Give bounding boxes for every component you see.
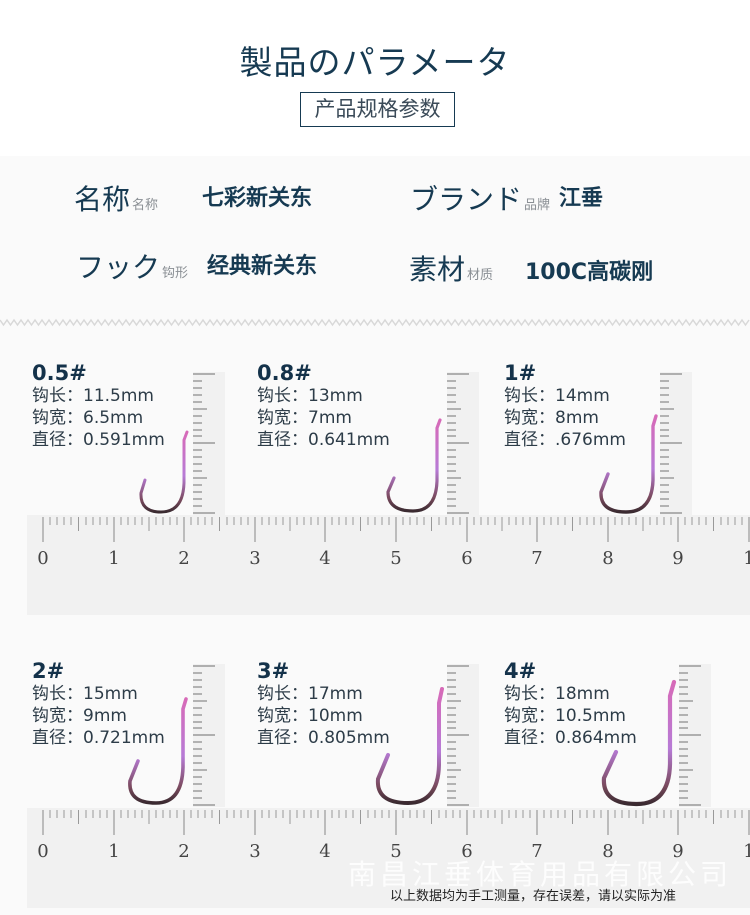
spec-value: 江垂	[559, 186, 604, 211]
hook-length: 钩长：15mm	[32, 684, 138, 704]
hook-size: 4#	[504, 659, 537, 683]
ruler-label: 8	[602, 841, 614, 862]
spec-hook: フック 钩形	[76, 246, 188, 286]
ruler-label: 4	[319, 841, 331, 862]
spec-label: フック	[76, 251, 161, 284]
hook-2-icon	[128, 697, 188, 805]
hook-width: 钩宽：10.5mm	[504, 706, 626, 726]
spec-sub-label: 品牌	[524, 198, 551, 213]
spec-brand: ブランド 品牌	[410, 178, 550, 218]
ruler-label: 0	[37, 841, 49, 862]
spec-label: ブランド	[410, 183, 523, 216]
ruler-label: 2	[178, 841, 190, 862]
hook-length: 钩长：13mm	[257, 386, 363, 406]
hook-diameter: 直径：0.721mm	[32, 728, 165, 748]
hook-length: 钩长：17mm	[257, 684, 363, 704]
spec-material: 素材 材质	[409, 248, 493, 288]
hook-1-icon	[599, 414, 658, 514]
hook-size: 3#	[257, 659, 290, 683]
vertical-ruler	[193, 664, 225, 807]
ruler-label: 3	[249, 841, 261, 862]
spec-value: 经典新关东	[207, 254, 318, 279]
vertical-ruler	[679, 664, 711, 807]
hook-size: 0.8#	[257, 361, 312, 385]
vertical-ruler	[660, 372, 692, 515]
hook-size: 0.5#	[32, 361, 87, 385]
ruler-label: 1	[743, 841, 750, 862]
hook-card-1: 1# 钩长：14mm 钩宽：8mm 直径：.676mm	[504, 361, 626, 451]
hook-diameter: 直径：0.641mm	[257, 430, 390, 450]
subtitle-badge: 产品规格参数	[300, 92, 455, 127]
hook-length: 钩长：14mm	[504, 386, 610, 406]
ruler-ticks	[42, 517, 750, 542]
hook-size: 1#	[504, 361, 537, 385]
spec-brand-value-wrap: 江垂	[559, 180, 603, 212]
ruler-label: 7	[531, 548, 543, 569]
ruler-label: 1	[108, 548, 120, 569]
ruler-label: 6	[461, 841, 473, 862]
ruler-label: 3	[249, 548, 261, 569]
ruler-label: 5	[390, 548, 402, 569]
spec-name: 名称 名称	[74, 178, 158, 218]
vertical-ruler	[447, 664, 479, 807]
spec-label: 素材	[409, 253, 466, 286]
spec-sub-label: 名称	[132, 198, 159, 213]
spec-name-value-wrap: 七彩新关东	[202, 180, 312, 212]
company-watermark: 南昌江垂体育用品有限公司	[348, 858, 733, 891]
ruler-label: 1	[743, 548, 750, 569]
hook-0-8-icon	[386, 418, 442, 513]
hook-diameter: 直径：0.591mm	[32, 430, 165, 450]
spec-section: 名称 名称 七彩新关东 ブランド 品牌 江垂 フック 钩形 经典新关东 素材 材…	[0, 156, 750, 320]
measurement-disclaimer: 以上数据均为手工测量，存在误差，请以实际为准	[390, 889, 677, 904]
hook-card-0-5: 0.5# 钩长：11.5mm 钩宽：6.5mm 直径：0.591mm	[32, 361, 165, 451]
ruler-ticks	[42, 810, 750, 835]
page-title: 製品のパラメータ	[239, 43, 511, 82]
header: 製品のパラメータ 产品规格参数	[0, 0, 750, 156]
hook-width: 钩宽：6.5mm	[32, 408, 144, 428]
ruler-label: 4	[319, 548, 331, 569]
hook-width: 钩宽：7mm	[257, 408, 352, 428]
ruler-label: 5	[390, 841, 402, 862]
spec-material-value-wrap: 100C高碳刚	[525, 254, 653, 286]
hook-4-icon	[601, 679, 677, 807]
ruler-label: 8	[602, 548, 614, 569]
ruler-label: 9	[672, 841, 684, 862]
ruler-label: 1	[108, 841, 120, 862]
hook-width: 钩宽：8mm	[504, 408, 599, 428]
ruler-label: 0	[37, 548, 49, 569]
hook-card-0-8: 0.8# 钩长：13mm 钩宽：7mm 直径：0.641mm	[257, 361, 390, 451]
hook-diameter: 直径：0.805mm	[257, 728, 390, 748]
hook-length: 钩长：11.5mm	[32, 386, 154, 406]
hook-size: 2#	[32, 659, 65, 683]
ruler-label: 9	[672, 548, 684, 569]
horizontal-ruler-top: 0 1 2 3 4 5 6 7 8 9 1	[27, 515, 750, 615]
spec-sub-label: 钩形	[162, 266, 189, 281]
ruler-label: 6	[461, 548, 473, 569]
spec-sub-label: 材质	[467, 268, 494, 283]
ruler-label: 7	[531, 841, 543, 862]
hook-width: 钩宽：9mm	[32, 706, 127, 726]
spec-value: 100C高碳刚	[525, 260, 654, 285]
hook-3-icon	[375, 687, 444, 806]
hook-width: 钩宽：10mm	[257, 706, 363, 726]
hook-diameter: 直径：.676mm	[504, 430, 626, 450]
hook-card-3: 3# 钩长：17mm 钩宽：10mm 直径：0.805mm	[257, 659, 390, 749]
vertical-ruler	[193, 372, 225, 515]
hook-card-2: 2# 钩长：15mm 钩宽：9mm 直径：0.721mm	[32, 659, 165, 749]
spec-label: 名称	[74, 183, 131, 216]
hook-card-4: 4# 钩长：18mm 钩宽：10.5mm 直径：0.864mm	[504, 659, 637, 749]
hook-diameter: 直径：0.864mm	[504, 728, 637, 748]
hook-length: 钩长：18mm	[504, 684, 610, 704]
spec-value: 七彩新关东	[202, 186, 313, 211]
vertical-ruler	[447, 372, 479, 515]
zigzag-divider	[0, 318, 750, 327]
ruler-label: 2	[178, 548, 190, 569]
horizontal-ruler-bottom: 0 1 2 3 4 5 6 7 8 9 1	[27, 808, 750, 908]
spec-hook-value-wrap: 经典新关东	[207, 248, 317, 280]
hook-0-5-icon	[139, 430, 189, 514]
